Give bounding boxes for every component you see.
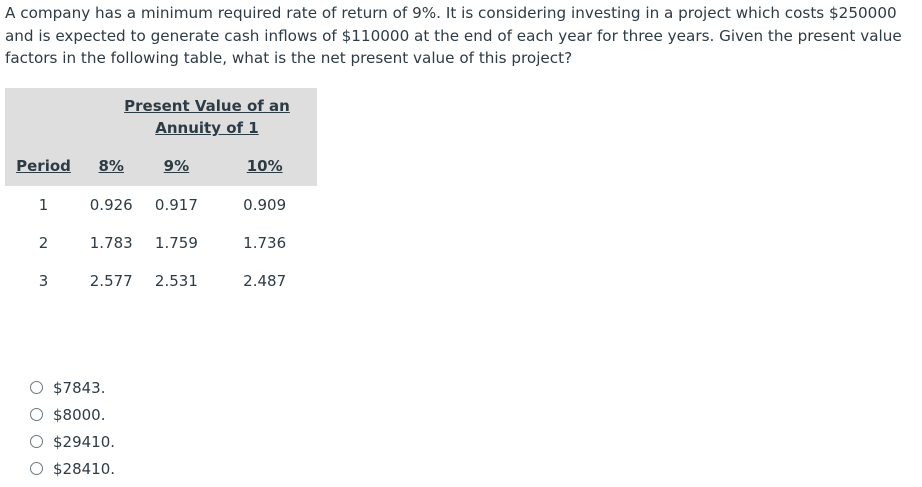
table-title: Present Value of an Annuity of 1 — [124, 97, 290, 137]
factor-cell: 0.917 — [154, 196, 198, 214]
period-cell: 3 — [38, 272, 49, 290]
table-header-row: Period 8% 9% 10% — [5, 146, 317, 186]
factor-cell: 2.487 — [243, 272, 287, 290]
answer-option-1[interactable]: $7843. — [30, 374, 115, 401]
table-row: 2 1.783 1.759 1.736 — [5, 224, 317, 262]
factor-cell: 1.736 — [243, 234, 287, 252]
table-title-cell: Present Value of an Annuity of 1 — [82, 88, 317, 146]
factor-cell: 0.926 — [89, 196, 133, 214]
table-row: 1 0.926 0.917 0.909 — [5, 186, 317, 224]
column-header-9-percent: 9% — [140, 146, 213, 186]
radio-button[interactable] — [30, 462, 43, 475]
factor-cell: 2.577 — [89, 272, 133, 290]
answer-option-4[interactable]: $28410. — [30, 455, 115, 482]
table-row: 3 2.577 2.531 2.487 — [5, 262, 317, 300]
answer-options: $7843. $8000. $29410. $28410. — [30, 374, 115, 482]
table-title-row: Present Value of an Annuity of 1 — [5, 88, 317, 146]
factor-cell: 1.759 — [154, 234, 198, 252]
option-label: $7843. — [53, 378, 106, 397]
radio-button[interactable] — [30, 381, 43, 394]
period-cell: 2 — [38, 234, 49, 252]
option-label: $28410. — [53, 459, 116, 478]
column-header-8-percent: 8% — [82, 146, 141, 186]
present-value-table: Present Value of an Annuity of 1 Period … — [5, 88, 317, 300]
factor-cell: 2.531 — [154, 272, 198, 290]
option-label: $8000. — [53, 405, 106, 424]
column-header-period: Period — [5, 146, 82, 186]
answer-option-2[interactable]: $8000. — [30, 401, 115, 428]
factor-cell: 0.909 — [243, 196, 287, 214]
radio-button[interactable] — [30, 435, 43, 448]
column-header-10-percent: 10% — [212, 146, 317, 186]
radio-button[interactable] — [30, 408, 43, 421]
period-cell: 1 — [38, 196, 49, 214]
question-text: A company has a minimum required rate of… — [5, 4, 902, 67]
answer-option-3[interactable]: $29410. — [30, 428, 115, 455]
table-corner-cell — [5, 88, 82, 146]
option-label: $29410. — [53, 432, 116, 451]
factor-cell: 1.783 — [89, 234, 133, 252]
